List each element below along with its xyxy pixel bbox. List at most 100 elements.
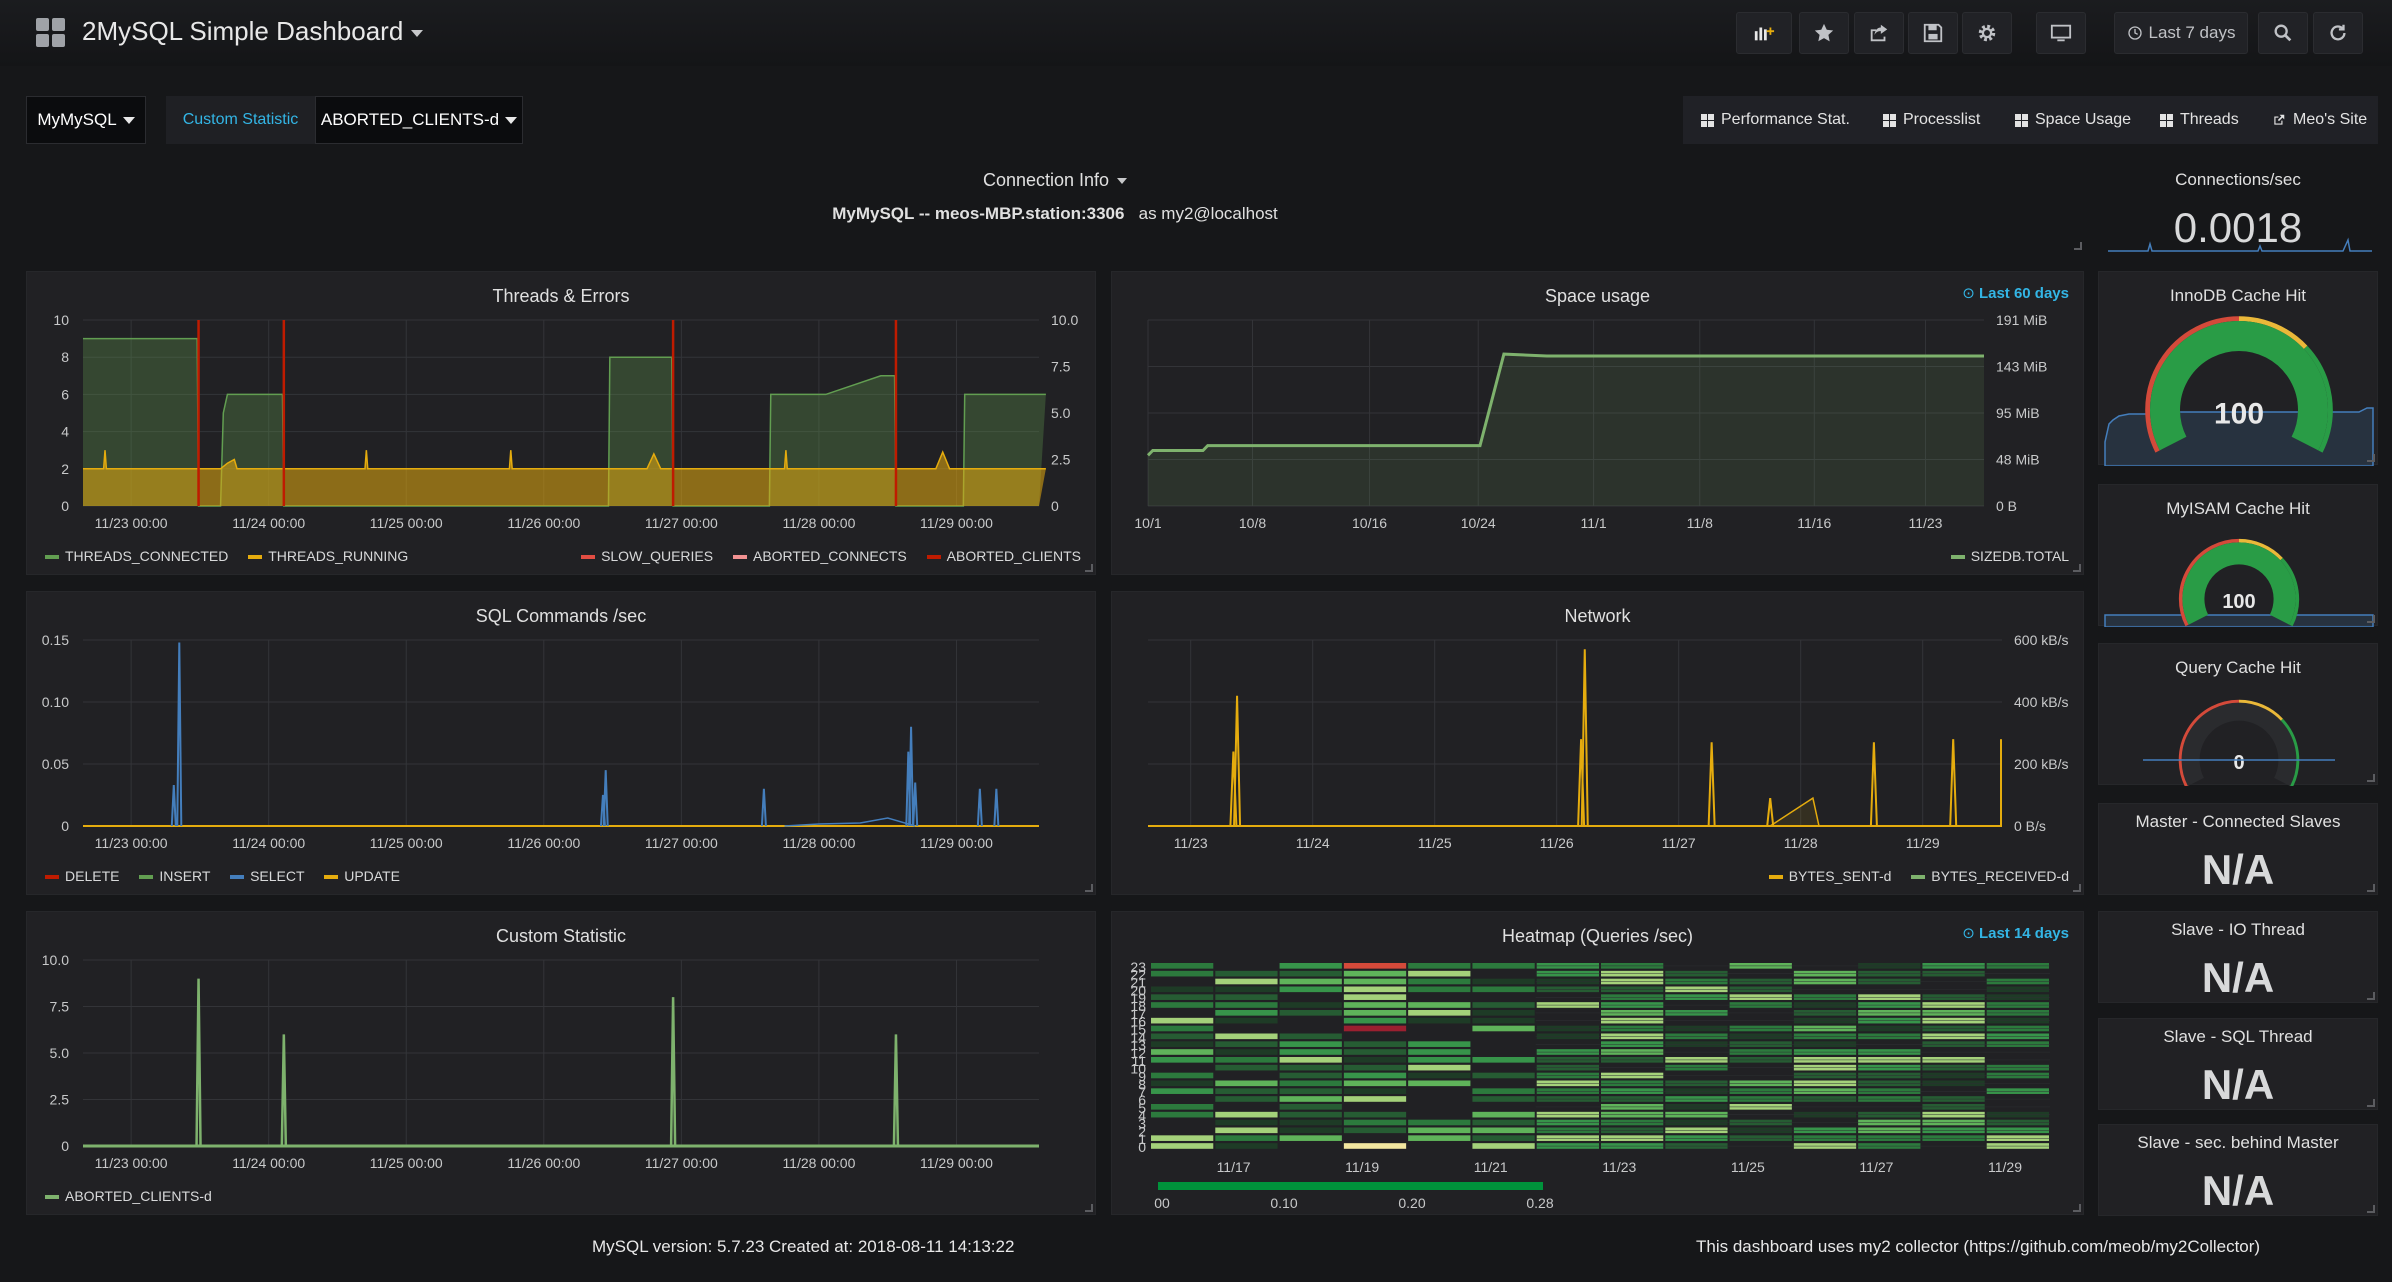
legend-item[interactable]: ABORTED_CONNECTS: [752, 548, 907, 564]
link-threads[interactable]: Threads: [2160, 111, 2239, 129]
heatmap-cell: [1215, 1088, 1278, 1094]
heatmap-cell: [1343, 1064, 1407, 1071]
resize-handle[interactable]: [2367, 1099, 2375, 1107]
save-button[interactable]: [1908, 12, 1958, 54]
resize-handle[interactable]: [2073, 564, 2081, 572]
space-panel-title[interactable]: Space usage: [1544, 286, 1651, 306]
sql-chart: 11/23 00:00 11/24 00:00 11/25 00:00 11/26 0…: [42, 632, 1039, 851]
y-tick-label: 400 kB/s: [2014, 694, 2068, 710]
resize-handle[interactable]: [2074, 242, 2082, 250]
heatmap-cell: [1151, 1080, 1214, 1087]
heatmap-cell: [1215, 986, 1278, 993]
link-performance[interactable]: Performance Stat.: [1701, 111, 1850, 129]
link-meos-site[interactable]: Meo's Site: [2272, 111, 2367, 129]
heatmap-panel-title[interactable]: Heatmap (Queries /sec): [1501, 926, 1694, 946]
x-tick-label: 11/29 00:00: [920, 835, 993, 851]
connection-info-title[interactable]: Connection Info: [26, 170, 2084, 191]
custom-variable-select[interactable]: ABORTED_CLIENTS-d: [315, 96, 523, 144]
legend-item[interactable]: SELECT: [250, 868, 305, 884]
scale-tick-label: 00: [1154, 1195, 1170, 1211]
share-button[interactable]: [1854, 12, 1904, 54]
legend-item[interactable]: THREADS_CONNECTED: [65, 548, 229, 564]
dashboard-title[interactable]: 2MySQL Simple Dashboard: [82, 16, 424, 47]
heatmap-cell: [1472, 963, 1535, 969]
x-tick-label: 11/23: [1174, 835, 1208, 851]
zoom-out-button[interactable]: [2258, 12, 2308, 54]
gauge-value-arc: [2150, 321, 2328, 451]
network-panel-title[interactable]: Network: [1564, 606, 1631, 626]
threads-errors-panel: Threads & Errors 11/23 00:00 11/24 00:00 1…: [26, 271, 1096, 575]
legend-swatch: [45, 555, 59, 560]
y-tick-label: 8: [61, 349, 69, 365]
heatmap-cell: [1343, 963, 1407, 969]
heatmap-cell: [1408, 1064, 1471, 1071]
add-panel-button[interactable]: [1736, 12, 1792, 54]
heatmap-cell: [1408, 1127, 1471, 1134]
x-tick-label: 11/24 00:00: [232, 1155, 305, 1171]
y-tick-label: 0 B/s: [2014, 818, 2046, 834]
legend-swatch: [926, 555, 941, 560]
y-tick-label: 0 B: [1996, 498, 2017, 514]
link-processlist[interactable]: Processlist: [1883, 111, 1980, 129]
legend-item[interactable]: THREADS_RUNNING: [268, 548, 409, 564]
resize-handle[interactable]: [2367, 1205, 2375, 1213]
x-tick-label: 11/27 00:00: [645, 835, 718, 851]
resize-handle[interactable]: [2073, 1204, 2081, 1212]
x-tick-label: 11/29 00:00: [920, 515, 993, 531]
server-variable-select[interactable]: MyMySQL: [26, 96, 146, 144]
legend-item[interactable]: BYTES_SENT-d: [1788, 868, 1892, 884]
custom-spike: [892, 1034, 900, 1147]
resize-handle[interactable]: [2073, 884, 2081, 892]
legend-item[interactable]: BYTES_RECEIVED-d: [1931, 868, 2069, 884]
legend-item[interactable]: SLOW_QUERIES: [601, 548, 714, 564]
threads-panel-title[interactable]: Threads & Errors: [492, 286, 630, 306]
refresh-button[interactable]: [2313, 12, 2363, 54]
resize-handle[interactable]: [2367, 992, 2375, 1000]
legend-item[interactable]: SIZEDB.TOTAL: [1970, 548, 2069, 564]
heatmap-cell: [1151, 986, 1214, 993]
threads-running-area: [83, 450, 1046, 506]
view-mode-button[interactable]: [2036, 12, 2086, 54]
legend-item[interactable]: ABORTED_CLIENTS-d: [65, 1188, 212, 1204]
gauge-value: 0: [2233, 752, 2244, 774]
connection-details: MyMySQL -- meos-MBP.station:3306 as my2@…: [832, 204, 1278, 223]
resize-handle[interactable]: [2367, 774, 2375, 782]
heatmap-cell: [1151, 1041, 1214, 1047]
star-button[interactable]: [1799, 12, 1849, 54]
sizedb-area: [1148, 354, 1984, 506]
custom-panel-title[interactable]: Custom Statistic: [495, 926, 627, 946]
dashboard-grid-icon[interactable]: [36, 18, 66, 48]
gauge-threshold-green: [2280, 718, 2300, 786]
heatmap-cell: [1279, 1104, 1342, 1110]
resize-handle[interactable]: [1085, 564, 1093, 572]
heatmap-cell: [1472, 1088, 1535, 1094]
sql-panel-title[interactable]: SQL Commands /sec: [475, 606, 647, 626]
y-tick-label: 0: [61, 498, 69, 514]
legend-item[interactable]: DELETE: [65, 868, 120, 884]
resize-handle[interactable]: [1085, 884, 1093, 892]
legend-item[interactable]: UPDATE: [344, 868, 400, 884]
bytes-sent-spike: [1949, 739, 1958, 827]
bytes-sent-spike: [1869, 742, 1878, 827]
resize-handle[interactable]: [2367, 454, 2375, 462]
resize-handle[interactable]: [1085, 1204, 1093, 1212]
heatmap-cell: [1343, 1127, 1407, 1134]
y-tick-label: 7.5: [1051, 359, 1071, 375]
legend-item[interactable]: ABORTED_CLIENTS: [946, 548, 1081, 564]
heatmap-cell: [1343, 1143, 1407, 1149]
y-tick-label: 16: [1130, 1014, 1146, 1030]
network-chart: 11/23 11/24 11/25 11/26 11/27 11/28 11/29 0 B/s…: [1148, 632, 2068, 851]
resize-handle[interactable]: [2367, 615, 2375, 623]
time-picker-button[interactable]: Last 7 days: [2114, 12, 2248, 54]
resize-handle[interactable]: [2367, 884, 2375, 892]
settings-button[interactable]: [1962, 12, 2012, 54]
heatmap-cell: [1151, 970, 1214, 977]
legend-item[interactable]: INSERT: [159, 868, 211, 884]
link-space-usage[interactable]: Space Usage: [2015, 111, 2131, 129]
y-tick-label: 0: [1138, 1139, 1146, 1155]
gauge-threshold-amber: [2238, 699, 2283, 722]
y-tick-label: 13: [1130, 1037, 1146, 1053]
heatmap-cell: [1472, 1025, 1535, 1032]
share-icon: [1870, 24, 1888, 42]
